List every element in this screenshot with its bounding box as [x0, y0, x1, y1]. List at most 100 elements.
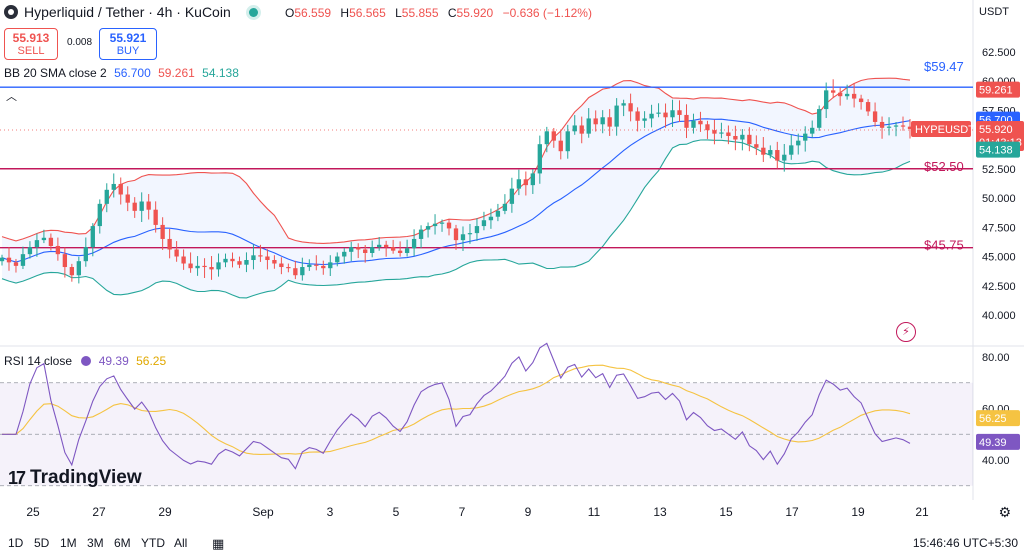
- timeframe-6m[interactable]: 6M: [114, 536, 131, 550]
- candle-body: [768, 150, 773, 155]
- candle-body: [307, 264, 312, 268]
- candle-body: [677, 110, 682, 115]
- candle-body: [831, 90, 836, 93]
- timeframe-ytd[interactable]: YTD: [141, 536, 165, 550]
- candle-body: [132, 202, 137, 211]
- timeframe-5d[interactable]: 5D: [34, 536, 50, 550]
- candle-body: [663, 112, 668, 118]
- candle-body: [27, 247, 33, 255]
- candle-body: [167, 238, 172, 250]
- candle-body: [160, 224, 165, 239]
- calendar-icon[interactable]: ▦: [212, 536, 225, 551]
- bb-legend[interactable]: BB 20 SMA close 2 56.700 59.261 54.138: [4, 66, 239, 80]
- candle-body: [181, 256, 186, 264]
- candle-body: [411, 238, 417, 249]
- candle-body: [286, 267, 291, 269]
- candle-body: [509, 188, 515, 204]
- candle-body: [544, 131, 549, 145]
- rsi-tick-label: 40.00: [982, 455, 1010, 467]
- candle-body: [20, 254, 26, 266]
- currency-label[interactable]: USDT: [979, 6, 1009, 18]
- rsi-legend[interactable]: RSI 14 close 49.39 56.25: [4, 354, 166, 368]
- price-tick-label: 45.000: [982, 252, 1016, 264]
- candle-body: [516, 179, 522, 189]
- candle-body: [202, 265, 207, 268]
- clock-readout[interactable]: 15:46:46 UTC+5:30: [912, 536, 1018, 550]
- time-tick-label: 7: [459, 505, 466, 519]
- symbol-header[interactable]: Hyperliquid / Tether · 4h · KuCoin: [4, 4, 268, 20]
- candle-body: [851, 93, 857, 99]
- candle-body: [621, 103, 626, 106]
- candle-body: [153, 209, 158, 225]
- level-label-2: $45.75: [924, 238, 964, 253]
- price-tick-label: 52.500: [982, 164, 1016, 176]
- candle-body: [174, 249, 179, 257]
- candle-body: [537, 144, 542, 174]
- candle-body: [383, 244, 389, 248]
- candle-body: [488, 216, 494, 221]
- candle-body: [76, 261, 81, 276]
- candle-body: [628, 103, 633, 112]
- candle-body: [586, 118, 591, 134]
- collapse-legend-icon[interactable]: ︿: [6, 91, 17, 103]
- candle-body: [439, 222, 445, 224]
- candle-body: [712, 130, 717, 134]
- candle-body: [754, 144, 759, 148]
- price-tick-label: 47.500: [982, 222, 1016, 234]
- flash-icon[interactable]: ⚡: [896, 322, 916, 342]
- timeframe-1m[interactable]: 1M: [60, 536, 77, 550]
- candle-body: [719, 132, 724, 134]
- candle-body: [600, 117, 605, 125]
- candle-body: [48, 237, 54, 246]
- candle-body: [34, 240, 40, 248]
- candle-body: [0, 257, 5, 262]
- candle-body: [104, 189, 109, 204]
- gear-icon[interactable]: ⚙: [998, 504, 1011, 520]
- time-tick-label: 19: [851, 505, 865, 519]
- candle-body: [698, 120, 703, 125]
- candle-body: [230, 258, 235, 262]
- candle-body: [390, 247, 396, 251]
- buy-button[interactable]: 55.921 BUY: [99, 28, 157, 60]
- candle-body: [733, 135, 738, 140]
- candle-body: [55, 245, 61, 255]
- candle-body: [523, 179, 529, 186]
- sell-button[interactable]: 55.913 SELL: [4, 28, 58, 60]
- candle-body: [558, 140, 563, 152]
- bottom-toolbar: 1D 5D 1M 3M 6M YTD All ▦ 15:46:46 UTC+5:…: [0, 534, 1024, 556]
- symbol-tag: HYPEUSDT: [915, 124, 975, 136]
- candle-body: [62, 254, 68, 268]
- bb-fill: [2, 78, 910, 298]
- sell-label: SELL: [17, 45, 45, 57]
- time-tick-label: 27: [92, 505, 106, 519]
- candle-body: [824, 90, 829, 110]
- candle-body: [726, 132, 731, 136]
- timeframe-all[interactable]: All: [174, 536, 188, 550]
- candle-body: [474, 226, 480, 234]
- candle-body: [453, 228, 459, 241]
- candle-body: [481, 220, 487, 227]
- time-tick-label: 21: [915, 505, 929, 519]
- candle-body: [97, 203, 102, 227]
- time-tick-label: Sep: [252, 505, 274, 519]
- last-price-tag: 55.920: [979, 124, 1013, 136]
- candle-body: [363, 249, 368, 253]
- time-tick-label: 13: [653, 505, 667, 519]
- candle-body: [237, 261, 242, 265]
- candle-body: [69, 267, 75, 276]
- timeframe-1d[interactable]: 1D: [8, 536, 24, 550]
- candle-body: [258, 255, 263, 257]
- candle-body: [635, 111, 640, 121]
- candle-body: [740, 134, 745, 140]
- candle-body: [418, 229, 424, 239]
- candle-body: [879, 121, 885, 128]
- candle-body: [146, 201, 151, 210]
- candle-body: [397, 250, 403, 253]
- timeframe-3m[interactable]: 3M: [87, 536, 104, 550]
- candle-body: [593, 118, 598, 125]
- market-status-icon[interactable]: [248, 7, 258, 17]
- price-tick-label: 62.500: [982, 47, 1016, 59]
- tradingview-mark-icon: 17: [8, 467, 26, 488]
- candle-body: [649, 113, 654, 119]
